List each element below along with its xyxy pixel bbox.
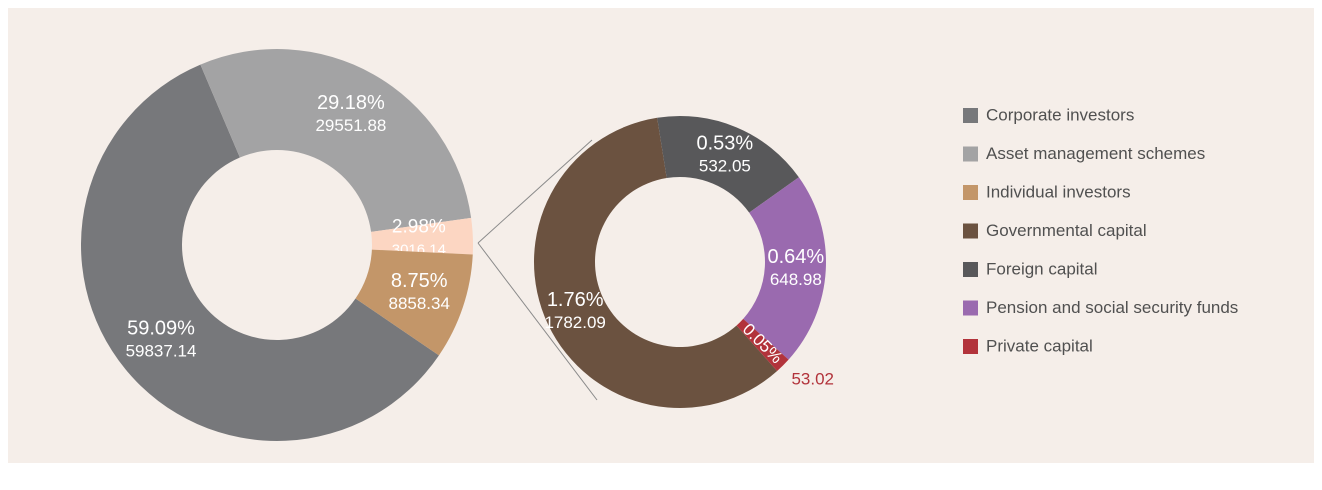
share-label: 0.64% (767, 246, 824, 268)
legend-swatch (963, 185, 978, 200)
donut-slice (533, 117, 778, 409)
share-label: 2.98% (392, 217, 446, 238)
value-label: 29551.88 (315, 116, 386, 135)
value-label: 8858.34 (388, 294, 449, 313)
share-label: 29.18% (317, 92, 385, 114)
value-label: 532.05 (699, 157, 751, 176)
donut-slice (355, 249, 473, 356)
legend-swatch (963, 223, 978, 239)
legend-swatch (963, 108, 978, 123)
legend-label: Individual investors (986, 182, 1131, 201)
value-label: 648.98 (770, 270, 822, 289)
value-label: 53.02 (791, 369, 834, 388)
legend-label: Foreign capital (986, 259, 1098, 278)
legend-label: Corporate investors (986, 105, 1134, 124)
value-label: 1782.09 (544, 313, 605, 332)
legend-label: Governmental capital (986, 221, 1147, 240)
donut-slice (657, 116, 799, 213)
connector (477, 139, 593, 244)
donut-slice (371, 217, 473, 255)
legend-label: Asset management schemes (986, 144, 1205, 163)
share-label: 0.53% (697, 132, 754, 154)
share-label: 59.09% (127, 317, 195, 339)
legend-label: Pension and social security funds (986, 298, 1238, 317)
value-label: 59837.14 (126, 342, 197, 361)
legend-swatch (963, 300, 978, 316)
share-label: 1.76% (547, 289, 604, 311)
connector (477, 242, 598, 401)
donut-slice (736, 318, 789, 371)
share-label: 8.75% (391, 270, 448, 292)
legend-swatch (963, 262, 978, 277)
legend-label: Private capital (986, 336, 1093, 355)
donut-slice (200, 49, 472, 232)
donut-slice (80, 64, 439, 441)
legend-swatch (963, 146, 978, 162)
donut-slice (743, 177, 827, 360)
legend-swatch (963, 339, 978, 354)
